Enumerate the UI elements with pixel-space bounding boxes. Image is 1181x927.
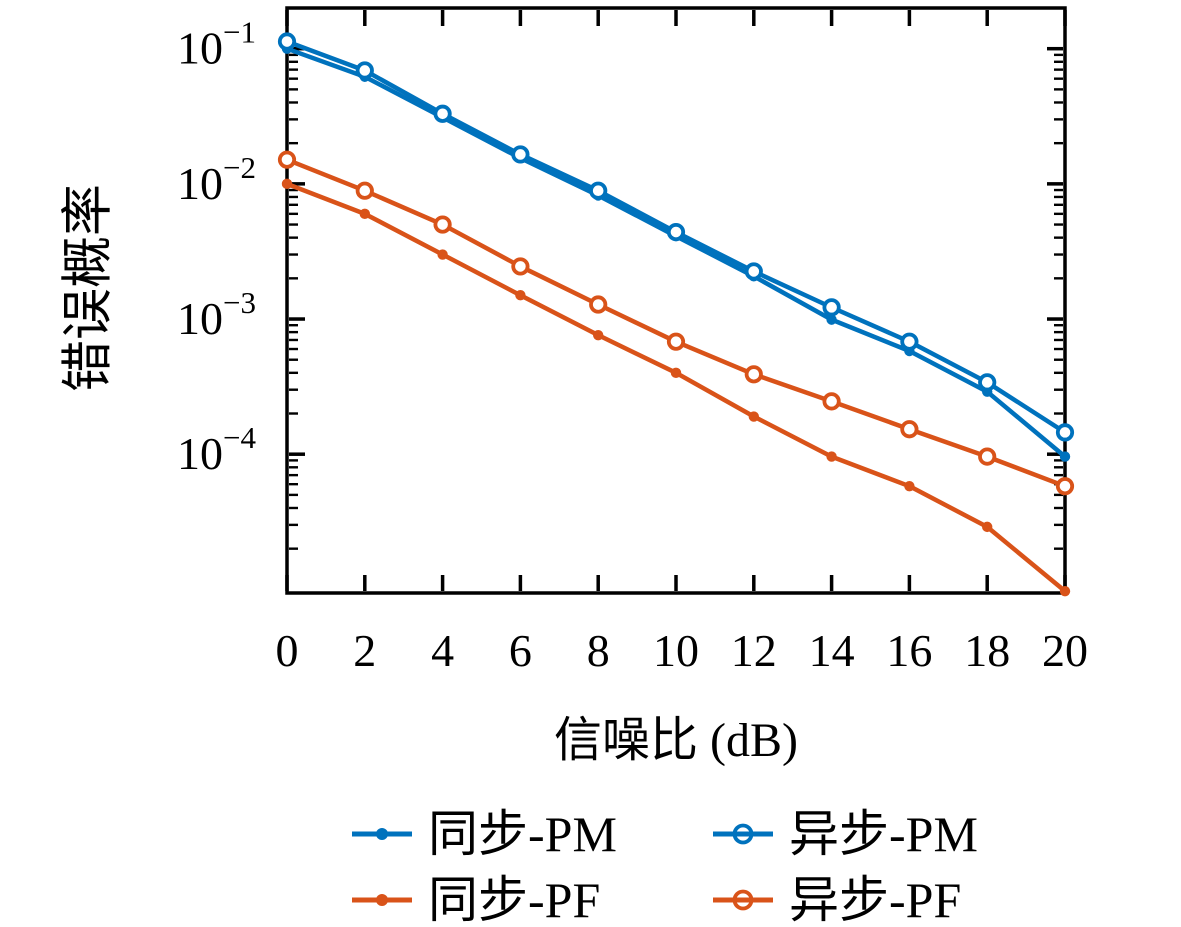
x-tick-label: 4 — [431, 625, 454, 676]
open-circle-marker — [822, 298, 841, 317]
open-circle-marker — [666, 222, 686, 242]
open-circle-marker — [900, 332, 919, 351]
open-circle-marker — [1055, 477, 1075, 496]
open-circle-marker — [433, 104, 452, 123]
dot-marker — [982, 521, 993, 533]
line-dot-swatch-icon — [352, 894, 412, 906]
dot-marker — [1059, 451, 1071, 462]
legend-label: 异步-PM — [789, 806, 978, 862]
line-dot-swatch-icon — [352, 828, 412, 840]
dot-marker — [515, 290, 526, 301]
open-circle-marker — [355, 181, 374, 200]
dot-marker — [904, 480, 915, 492]
dot-marker — [1059, 585, 1071, 597]
legend-label: 同步-PM — [428, 806, 617, 862]
open-circle-marker — [822, 392, 841, 411]
open-circle-marker — [744, 365, 763, 384]
open-circle-marker — [978, 373, 997, 392]
open-circle-marker — [900, 420, 919, 439]
series-line-2 — [286, 181, 1067, 593]
dot-marker — [670, 367, 682, 379]
legend-label: 同步-PF — [428, 872, 601, 927]
x-tick-label: 0 — [276, 625, 299, 676]
open-circle-marker — [978, 447, 997, 466]
open-circle-marker — [433, 215, 452, 234]
x-tick-label: 6 — [509, 625, 532, 676]
dot-marker — [748, 411, 759, 422]
y-axis-label: 错误概率 — [60, 183, 118, 393]
open-circle-marker — [511, 257, 530, 276]
dot-marker — [359, 208, 370, 220]
y-tick-label: 10−2 — [177, 150, 256, 209]
x-tick-label: 20 — [1042, 625, 1088, 676]
x-tick-label: 18 — [964, 625, 1010, 676]
x-tick-label: 14 — [809, 625, 855, 676]
open-circle-marker — [277, 150, 297, 169]
legend-item-0: 同步-PM — [350, 806, 617, 862]
dot-marker — [826, 314, 837, 325]
dot-marker — [281, 178, 293, 190]
open-circle-marker — [666, 332, 686, 351]
dot-marker — [437, 249, 448, 260]
legend-item-2: 同步-PF — [350, 872, 600, 927]
legend-label: 异步-PF — [789, 872, 962, 927]
open-circle-marker — [277, 32, 297, 51]
x-tick-label: 10 — [653, 625, 699, 676]
x-axis-label: 信噪比 (dB) — [554, 714, 798, 767]
open-circle-marker — [589, 181, 608, 200]
x-tick-label: 16 — [886, 625, 932, 676]
open-circle-marker — [355, 61, 374, 80]
line-circle-swatch-icon — [713, 823, 773, 845]
y-tick-label: 10−4 — [177, 420, 256, 479]
x-tick-label: 2 — [353, 625, 376, 676]
open-circle-marker — [511, 145, 530, 164]
dot-marker — [826, 451, 837, 462]
open-circle-marker — [744, 262, 763, 281]
line-circle-swatch-icon — [713, 889, 773, 911]
open-circle-marker — [589, 295, 608, 314]
y-tick-label: 10−1 — [177, 15, 256, 74]
series-line-0 — [286, 46, 1067, 459]
dot-marker — [593, 329, 604, 341]
legend-item-3: 异步-PF — [711, 872, 961, 927]
open-circle-marker — [1055, 423, 1075, 442]
x-tick-label: 8 — [587, 625, 610, 676]
x-tick-label: 12 — [731, 625, 777, 676]
series-line-3 — [286, 157, 1066, 489]
plot-frame — [285, 6, 1067, 595]
legend-item-1: 异步-PM — [711, 806, 978, 862]
y-tick-label: 10−3 — [177, 285, 256, 344]
